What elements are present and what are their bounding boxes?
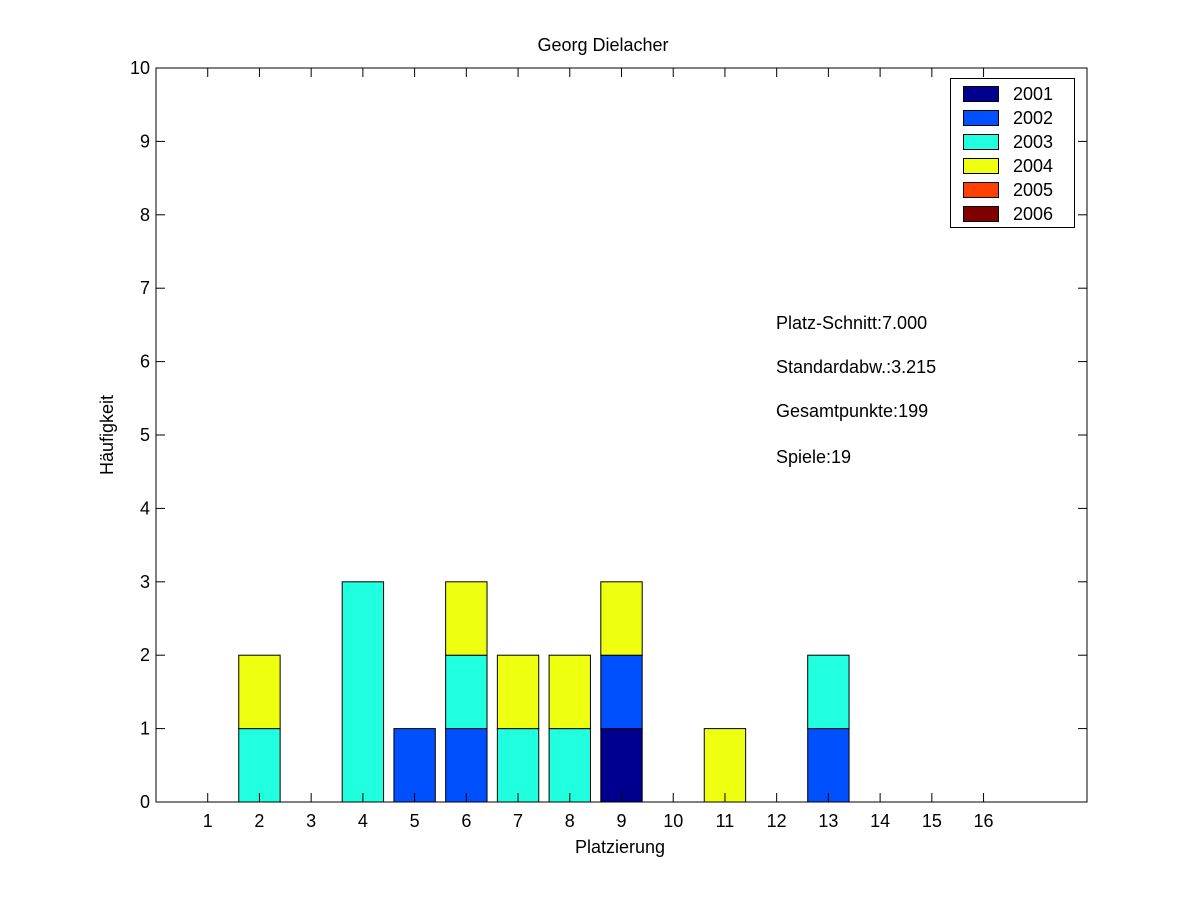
bar-segment-2004-place-2 xyxy=(238,654,281,730)
legend-swatch xyxy=(963,182,999,198)
legend: 2001 2002 2003 2004 2005 2006 xyxy=(950,78,1075,228)
y-tick-label: 9 xyxy=(140,131,150,151)
annotation-total-points: Gesamtpunkte:199 xyxy=(776,401,929,421)
bar-segment-2002-place-13 xyxy=(807,728,850,803)
x-tick-label: 14 xyxy=(870,811,890,831)
x-tick-label: 12 xyxy=(767,811,787,831)
bar-segment-2004-place-11 xyxy=(703,728,747,803)
legend-item-2002: 2002 xyxy=(961,107,1073,129)
legend-item-2001: 2001 xyxy=(961,83,1073,105)
x-tick-label: 8 xyxy=(565,811,575,831)
y-tick-label: 7 xyxy=(140,278,150,298)
y-tick-label: 6 xyxy=(140,352,150,372)
bar-segment-2003-place-2 xyxy=(238,728,281,803)
annotation-games: Spiele:19 xyxy=(776,447,852,467)
x-tick-label: 10 xyxy=(663,811,683,831)
y-tick-label: 3 xyxy=(140,572,150,592)
bar-segment-2002-place-6 xyxy=(445,728,488,803)
y-tick-label: 5 xyxy=(140,425,150,445)
bar-segment-2003-place-8 xyxy=(548,728,591,803)
bar-segment-2002-place-9 xyxy=(600,654,643,730)
legend-swatch xyxy=(963,206,999,222)
y-tick-label: 1 xyxy=(140,719,150,739)
x-tick-label: 5 xyxy=(410,811,420,831)
legend-swatch xyxy=(963,110,999,126)
x-tick-label: 13 xyxy=(818,811,838,831)
bar-segment-2001-place-9 xyxy=(600,728,643,803)
x-axis-label: Platzierung xyxy=(575,837,665,857)
legend-item-2003: 2003 xyxy=(961,131,1073,153)
legend-item-2005: 2005 xyxy=(961,179,1073,201)
y-axis-label: Häufigkeit xyxy=(97,395,117,475)
legend-label: 2005 xyxy=(1013,180,1054,200)
x-tick-label: 11 xyxy=(716,811,735,831)
bar-segment-2003-place-4 xyxy=(341,581,385,803)
bars-layer xyxy=(238,581,850,803)
legend-label: 2002 xyxy=(1013,108,1054,128)
y-tick-label: 8 xyxy=(140,205,150,225)
x-tick-label: 9 xyxy=(616,811,626,831)
x-tick-label: 16 xyxy=(974,811,994,831)
legend-swatch xyxy=(963,134,999,150)
legend-label: 2004 xyxy=(1013,156,1054,176)
x-tick-label: 1 xyxy=(203,811,213,831)
x-tick-label: 15 xyxy=(922,811,942,831)
legend-swatch xyxy=(963,158,999,174)
bar-segment-2004-place-9 xyxy=(600,581,643,656)
x-tick-label: 2 xyxy=(254,811,264,831)
x-tick-label: 6 xyxy=(461,811,471,831)
chart-title: Georg Dielacher xyxy=(537,35,668,55)
bar-segment-2003-place-13 xyxy=(807,654,850,730)
bar-segment-2003-place-7 xyxy=(496,728,540,803)
x-tick-label: 7 xyxy=(513,811,523,831)
bar-segment-2004-place-8 xyxy=(548,654,591,730)
bar-segment-2004-place-7 xyxy=(496,654,540,730)
legend-item-2006: 2006 xyxy=(961,203,1073,225)
legend-label: 2006 xyxy=(1013,204,1054,224)
y-tick-label: 10 xyxy=(130,58,150,78)
legend-swatch xyxy=(963,86,999,102)
annotation-average-place: Platz-Schnitt:7.000 xyxy=(776,313,928,333)
legend-label: 2001 xyxy=(1013,84,1054,104)
legend-label: 2003 xyxy=(1013,132,1054,152)
legend-item-2004: 2004 xyxy=(961,155,1073,177)
bar-segment-2003-place-6 xyxy=(445,654,488,730)
x-tick-label: 3 xyxy=(306,811,316,831)
y-tick-label: 4 xyxy=(140,498,150,518)
bar-segment-2004-place-6 xyxy=(445,581,488,656)
y-tick-label: 2 xyxy=(140,645,150,665)
x-tick-label: 4 xyxy=(358,811,368,831)
y-tick-label: 0 xyxy=(140,792,150,812)
bar-segment-2002-place-5 xyxy=(393,728,436,803)
annotation-std-dev: Standardabw.:3.215 xyxy=(776,357,937,377)
